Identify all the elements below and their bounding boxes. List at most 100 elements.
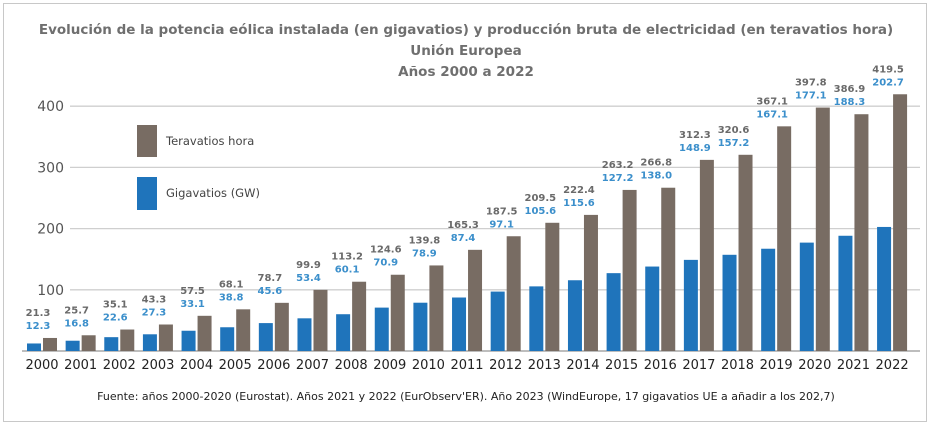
y-tick-label: 200 xyxy=(37,222,64,238)
data-label-twh: 78.7 xyxy=(257,273,282,284)
bar-twh-2022 xyxy=(893,94,908,352)
data-label-gw: 53.4 xyxy=(296,273,321,284)
data-label-twh: 266.8 xyxy=(640,158,672,169)
data-label-twh: 312.3 xyxy=(679,130,711,141)
data-label-twh: 57.5 xyxy=(180,286,205,297)
x-tick-label: 2018 xyxy=(721,358,754,373)
data-label-gw: 177.1 xyxy=(795,91,827,102)
bar-twh-2007 xyxy=(313,289,328,351)
x-tick-label: 2020 xyxy=(798,358,831,373)
chart-subtitle: Unión Europea xyxy=(410,43,521,59)
bar-gw-2004 xyxy=(181,330,196,351)
bar-twh-2010 xyxy=(429,265,444,351)
data-label-twh: 165.3 xyxy=(447,220,479,231)
data-label-twh: 209.5 xyxy=(524,193,556,204)
chart-title: Evolución de la potencia eólica instalad… xyxy=(39,22,893,38)
x-tick-label: 2005 xyxy=(219,358,252,373)
legend-label-gw: Gigavatios (GW) xyxy=(166,186,260,200)
bar-twh-2006 xyxy=(274,302,289,351)
data-label-twh: 222.4 xyxy=(563,185,595,196)
data-label-gw: 22.6 xyxy=(103,313,128,324)
data-label-gw: 70.9 xyxy=(373,258,398,269)
bar-twh-2005 xyxy=(236,309,251,351)
bar-twh-2013 xyxy=(545,222,560,351)
data-label-gw: 115.6 xyxy=(563,198,595,209)
data-label-gw: 12.3 xyxy=(26,321,51,332)
bar-gw-2009 xyxy=(374,307,389,351)
data-label-gw: 157.2 xyxy=(718,138,750,149)
data-label-twh: 43.3 xyxy=(142,295,167,306)
x-tick-label: 2011 xyxy=(450,358,483,373)
bar-gw-2005 xyxy=(220,327,235,351)
bar-gw-2016 xyxy=(645,266,660,351)
data-label-twh: 139.8 xyxy=(409,235,441,246)
bar-twh-2017 xyxy=(699,159,714,351)
bar-gw-2013 xyxy=(529,286,544,351)
footnote: Fuente: años 2000-2020 (Eurostat). Años … xyxy=(97,390,835,403)
bar-gw-2007 xyxy=(297,318,312,351)
x-tick-label: 2001 xyxy=(64,358,97,373)
data-label-twh: 263.2 xyxy=(602,160,634,171)
y-tick-label: 400 xyxy=(37,99,64,115)
bar-gw-2011 xyxy=(452,297,467,351)
bar-gw-2014 xyxy=(567,280,582,351)
bar-twh-2015 xyxy=(622,189,637,351)
data-label-gw: 38.8 xyxy=(219,292,244,303)
x-tick-label: 2017 xyxy=(682,358,715,373)
y-tick-label: 300 xyxy=(37,160,64,176)
data-label-twh: 187.5 xyxy=(486,206,518,217)
data-label-twh: 113.2 xyxy=(331,252,363,263)
x-tick-label: 2014 xyxy=(566,358,599,373)
bar-gw-2010 xyxy=(413,302,428,351)
bar-gw-2020 xyxy=(799,242,814,351)
bar-twh-2021 xyxy=(854,114,869,352)
x-tick-label: 2019 xyxy=(760,358,793,373)
data-label-gw: 138.0 xyxy=(640,171,672,182)
data-label-gw: 188.3 xyxy=(834,97,866,108)
bar-gw-2006 xyxy=(258,323,273,351)
x-tick-label: 2021 xyxy=(837,358,870,373)
y-tick-label: 100 xyxy=(37,283,64,299)
x-tick-label: 2006 xyxy=(257,358,290,373)
bar-twh-2008 xyxy=(352,281,367,351)
bar-twh-2003 xyxy=(158,324,173,351)
bar-twh-2002 xyxy=(120,329,135,351)
data-label-gw: 148.9 xyxy=(679,143,711,154)
bar-twh-2004 xyxy=(197,315,212,351)
data-label-twh: 124.6 xyxy=(370,245,402,256)
data-label-gw: 78.9 xyxy=(412,248,437,259)
x-tick-label: 2002 xyxy=(103,358,136,373)
bar-gw-2008 xyxy=(336,314,351,351)
data-label-gw: 16.8 xyxy=(64,318,89,329)
data-label-gw: 33.1 xyxy=(180,299,205,310)
x-tick-label: 2009 xyxy=(373,358,406,373)
data-label-twh: 99.9 xyxy=(296,260,321,271)
data-label-gw: 202.7 xyxy=(872,77,904,88)
bar-gw-2012 xyxy=(490,291,505,351)
chart-frame xyxy=(3,3,927,422)
bar-twh-2020 xyxy=(815,107,830,351)
x-tick-label: 2012 xyxy=(489,358,522,373)
x-tick-label: 2010 xyxy=(412,358,445,373)
x-tick-label: 2013 xyxy=(528,358,561,373)
bar-twh-2018 xyxy=(738,154,753,351)
bar-gw-2000 xyxy=(27,343,41,351)
x-tick-label: 2016 xyxy=(644,358,677,373)
bar-gw-2021 xyxy=(838,235,853,351)
x-tick-label: 2003 xyxy=(141,358,174,373)
x-tick-label: 2022 xyxy=(876,358,909,373)
data-label-gw: 27.3 xyxy=(142,308,167,319)
data-label-twh: 68.1 xyxy=(219,279,244,290)
data-label-twh: 397.8 xyxy=(795,78,827,89)
bar-twh-2011 xyxy=(468,249,483,351)
data-label-twh: 419.5 xyxy=(872,64,904,75)
bar-twh-2014 xyxy=(583,214,598,351)
bar-twh-2009 xyxy=(390,274,405,351)
bar-gw-2019 xyxy=(761,248,776,351)
bar-twh-2000 xyxy=(43,337,57,351)
data-label-twh: 386.9 xyxy=(834,84,866,95)
data-label-gw: 167.1 xyxy=(756,109,788,120)
legend-label-twh: Teravatios hora xyxy=(165,134,254,148)
x-tick-label: 2008 xyxy=(335,358,368,373)
